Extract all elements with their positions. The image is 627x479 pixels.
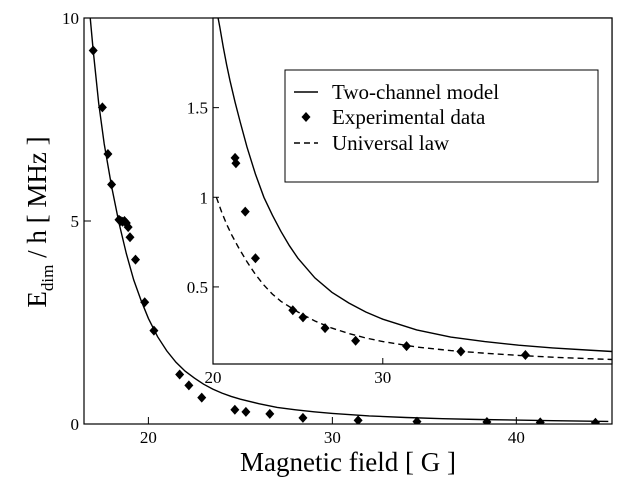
main-y-tick-label-2: 10 (62, 9, 79, 28)
inset-data-point-6 (320, 323, 330, 334)
inset-x-tick-label-1: 30 (374, 368, 391, 387)
main-data-point-12 (140, 297, 150, 308)
main-series-two-channel-model (89, 18, 609, 423)
inset-data-point-8 (402, 341, 412, 352)
legend-entry-two-channel-model: Two-channel model (332, 80, 499, 104)
main-data-point-22 (412, 416, 422, 424)
main-lines (89, 18, 609, 423)
inset-points (230, 152, 530, 361)
main-data-point-3 (107, 179, 117, 190)
main-points (88, 45, 600, 424)
inset-series-universal-law (215, 197, 612, 361)
main-data-point-11 (131, 254, 141, 265)
main-data-point-18 (241, 406, 251, 417)
inset-data-point-3 (250, 253, 260, 264)
inset-plot: 20 30 0.5 1 1.5 Two-channel model Experiment… (187, 17, 613, 387)
main-data-point-15 (184, 380, 194, 391)
main-data-point-17 (230, 404, 240, 415)
inset-data-point-9 (456, 346, 466, 357)
legend-entry-experimental-data: Experimental data (332, 105, 486, 129)
x-axis-label: Magnetic field [ G ] (240, 447, 456, 477)
main-y-tick-label-1: 5 (71, 212, 80, 231)
inset-data-point-2 (240, 206, 250, 217)
legend-box (284, 69, 599, 183)
main-x-tick-label-0: 20 (140, 428, 157, 447)
legend-entry-universal-law: Universal law (332, 131, 450, 155)
main-data-point-14 (175, 369, 185, 380)
main-ticks (84, 17, 517, 425)
y-axis-label-subscript: dim (38, 265, 57, 291)
main-data-point-13 (149, 325, 159, 336)
main-y-tick-label-0: 0 (71, 415, 80, 434)
inset-tick-labels: 20 30 0.5 1 1.5 (187, 99, 392, 387)
inset-x-tick-label-0: 20 (205, 368, 222, 387)
y-axis-label-rest: / h [ MHz ] (22, 136, 52, 264)
legend-diamond-symbol (301, 112, 311, 122)
inset-y-tick-label-2: 1.5 (187, 99, 208, 118)
inset-data-point-10 (520, 350, 530, 361)
legend: Two-channel model Experimental data Univ… (284, 69, 599, 183)
inset-data-point-4 (288, 305, 298, 316)
inset-y-tick-label-0: 0.5 (187, 278, 208, 297)
inset-plot-frame (212, 17, 613, 365)
inset-data-point-7 (351, 335, 361, 346)
main-data-point-24 (535, 417, 545, 424)
main-data-point-1 (97, 102, 107, 113)
main-x-tick-label-2: 40 (508, 428, 525, 447)
inset-data-point-1 (231, 158, 241, 169)
main-plot: 20 30 40 0 5 10 Magnetic field [ G ] Edim / h… (22, 9, 613, 477)
main-data-point-19 (265, 408, 275, 419)
y-axis-label-main: E (22, 291, 52, 308)
main-data-point-23 (482, 416, 492, 424)
inset-y-tick-label-1: 1 (200, 188, 209, 207)
main-tick-labels: 20 30 40 0 5 10 (62, 9, 525, 447)
main-data-point-10 (125, 232, 135, 243)
main-data-point-16 (197, 392, 207, 403)
inset-series-two-channel-model (217, 18, 612, 353)
inset-lines (215, 18, 612, 361)
main-data-point-2 (103, 149, 113, 160)
y-axis-label: Edim / h [ MHz ] (22, 136, 57, 307)
main-data-point-21 (353, 415, 363, 424)
main-x-tick-label-1: 30 (324, 428, 341, 447)
main-data-point-25 (590, 417, 600, 424)
main-data-point-9 (123, 222, 133, 233)
main-data-point-0 (88, 45, 98, 56)
inset-data-point-5 (298, 312, 308, 323)
main-data-point-20 (298, 412, 308, 423)
